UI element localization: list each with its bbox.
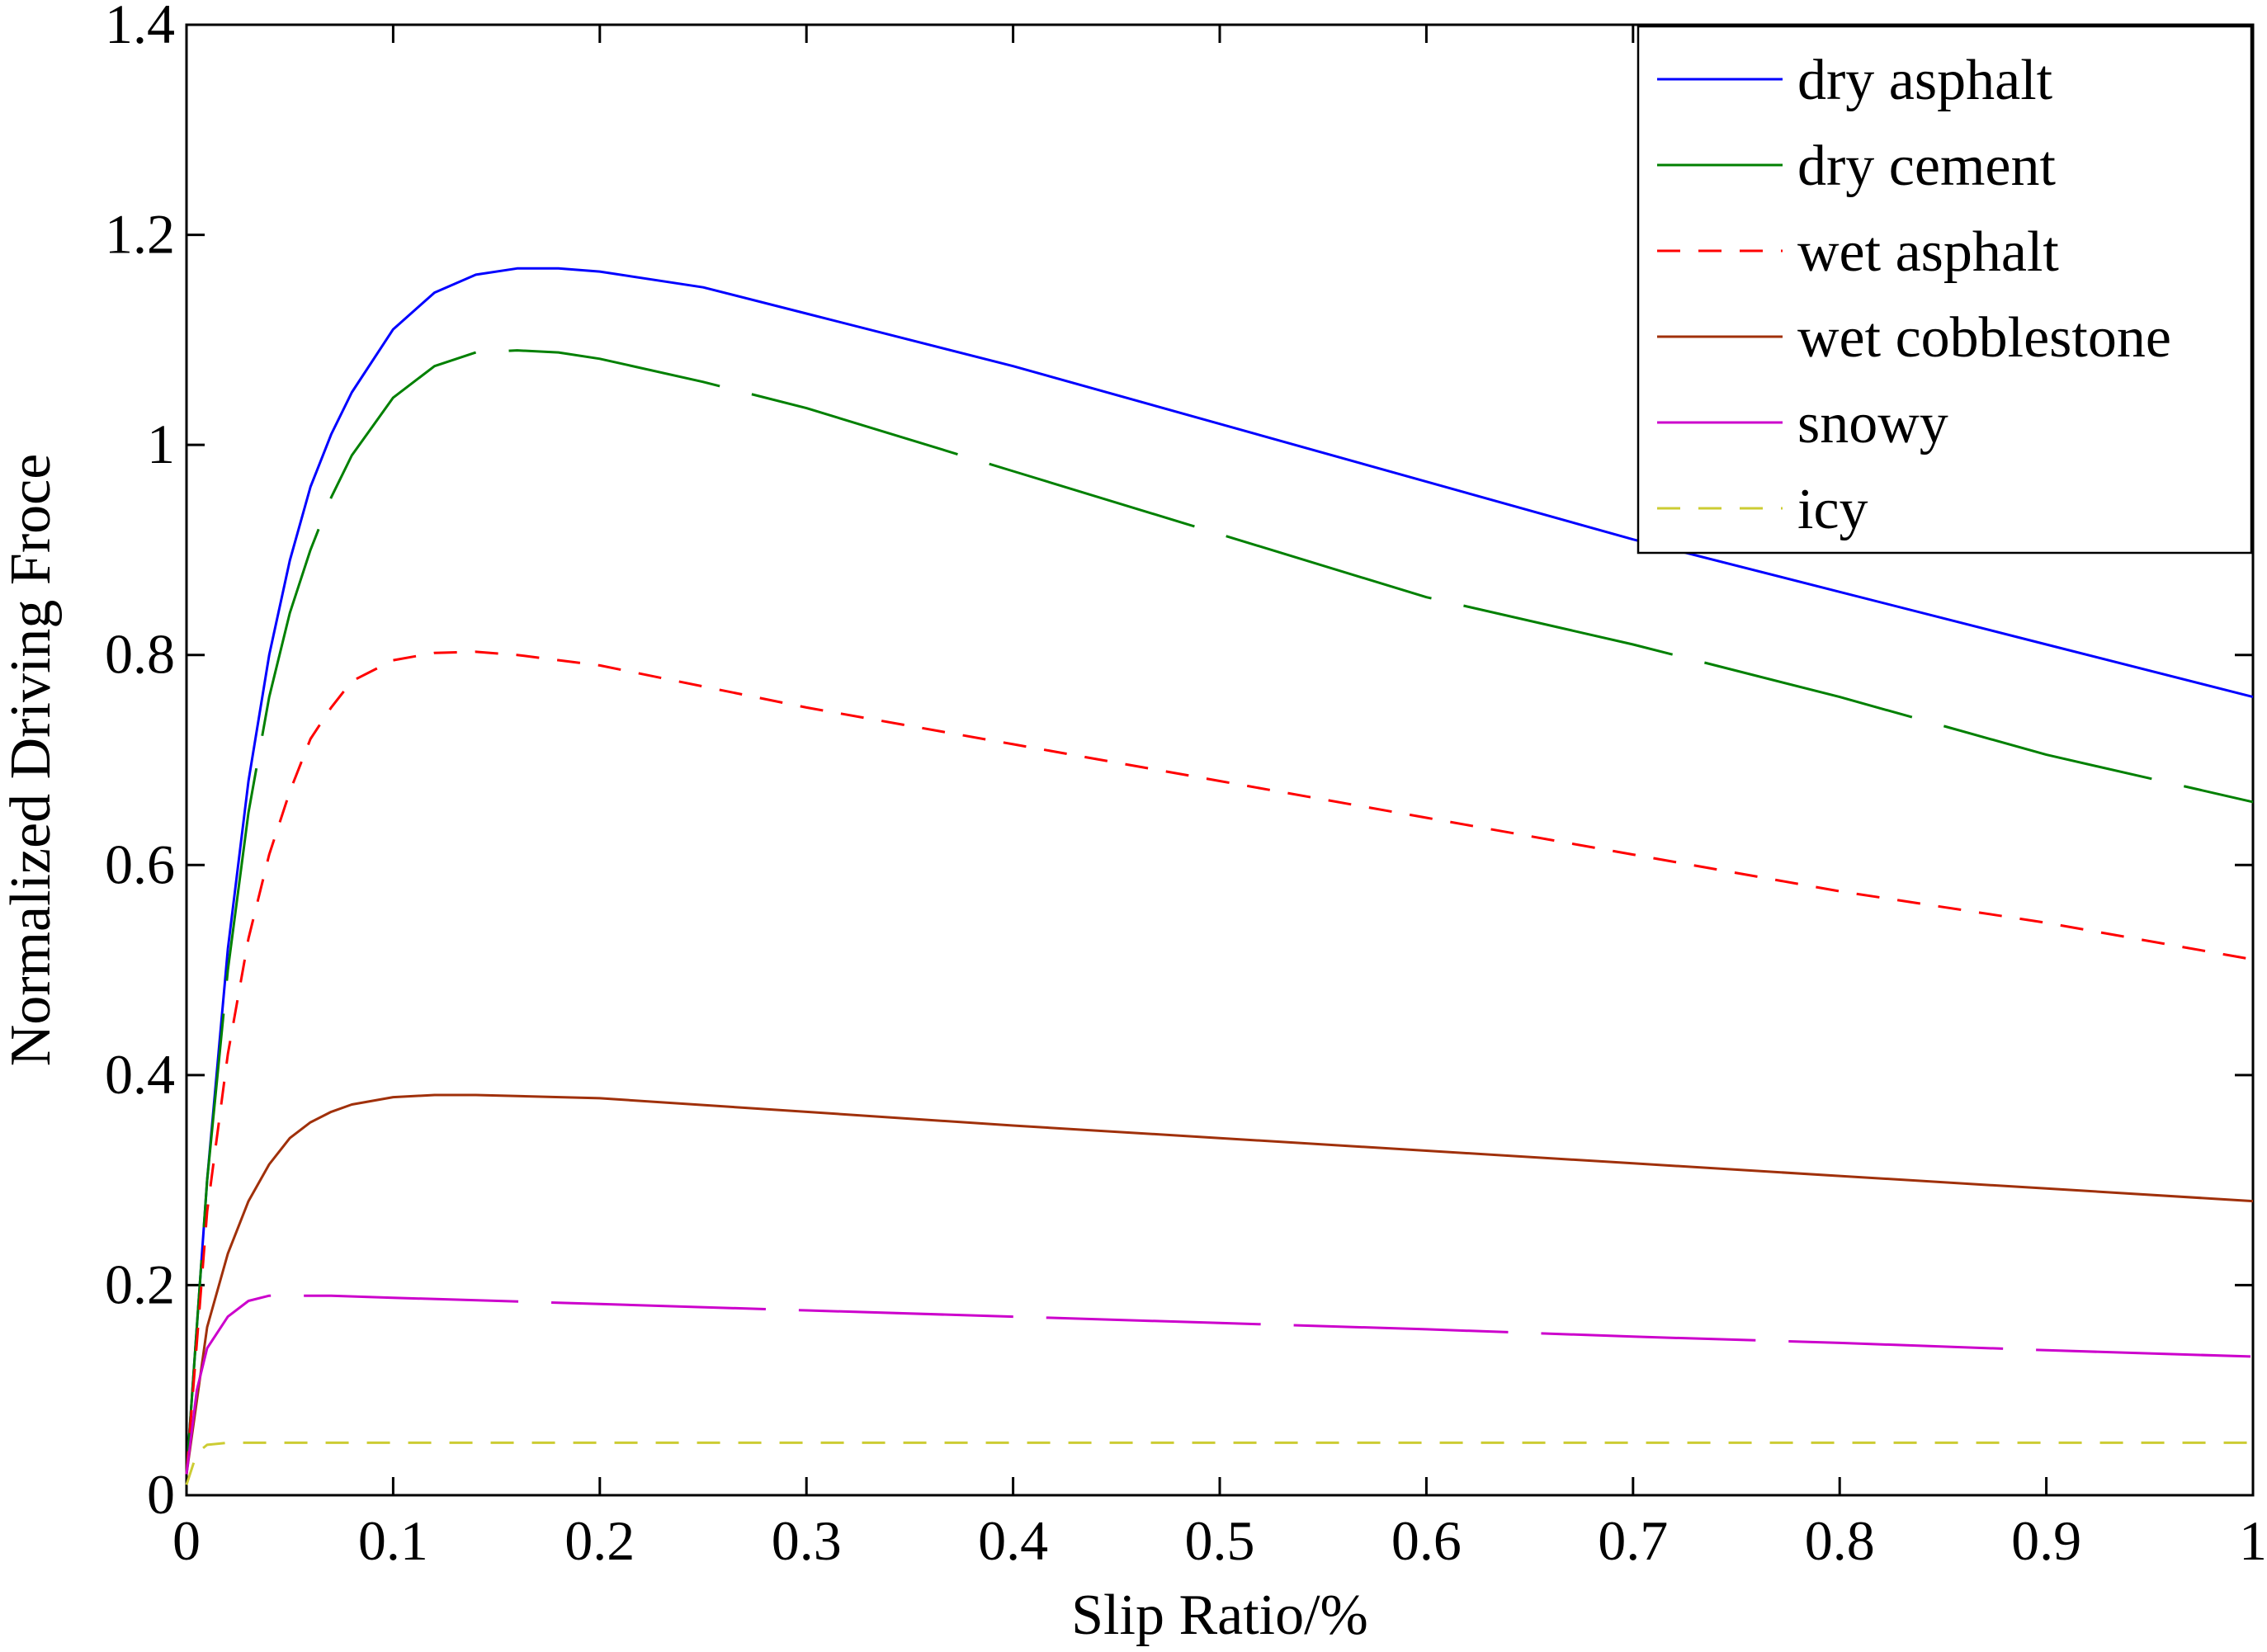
y-tick-label: 0.4 [105, 1043, 175, 1106]
series-line-dry-asphalt [185, 267, 2254, 1475]
y-axis: 0 0.2 0.4 0.6 0.8 1 1.2 1.4 [105, 0, 2253, 1526]
x-tick-label: 0.6 [1391, 1509, 1462, 1572]
x-tick-label: 0.8 [1805, 1509, 1875, 1572]
legend: dry asphalt dry cement wet asphalt wet cobb… [1636, 25, 2253, 555]
x-tick-label: 0.7 [1598, 1509, 1668, 1572]
y-tick-label: 0.2 [105, 1253, 175, 1315]
x-axis: 0 0.1 0.2 0.3 0.4 0.5 0.6 0.7 0.8 0.9 1 [172, 25, 2267, 1572]
x-tick-label: 0.2 [564, 1509, 635, 1572]
x-tick-label: 0 [172, 1509, 201, 1572]
x-tick-label: 0.4 [978, 1509, 1048, 1572]
legend-label: dry asphalt [1797, 49, 2053, 112]
legend-label: snowy [1797, 392, 1948, 455]
legend-label: wet cobblestone [1797, 306, 2171, 370]
x-tick-label: 0.5 [1185, 1509, 1255, 1572]
x-axis-label: Slip Ratio/% [1071, 1584, 1368, 1647]
x-tick-label: 0.1 [358, 1509, 428, 1572]
y-tick-label: 0.6 [105, 833, 175, 895]
series-line-wet-asphalt [185, 650, 2254, 1475]
legend-box [1636, 25, 2253, 555]
series-group [185, 267, 2254, 1485]
legend-label: wet asphalt [1797, 220, 2059, 284]
series-line-dry-cement [185, 349, 2254, 1475]
x-tick-label: 1 [2239, 1509, 2267, 1572]
legend-label: dry cement [1797, 135, 2056, 198]
series-line-wet-cobblestone [185, 1093, 2254, 1475]
y-tick-label: 0 [147, 1463, 175, 1526]
x-tick-label: 0.3 [772, 1509, 842, 1572]
series-line-snowy [185, 1294, 2254, 1475]
legend-label: icy [1797, 478, 1868, 541]
y-tick-label: 1.4 [105, 0, 175, 55]
y-tick-label: 1 [147, 413, 175, 475]
y-axis-label: Normalized Driving Froce [0, 454, 63, 1067]
x-tick-label: 0.9 [2011, 1509, 2081, 1572]
y-tick-label: 0.8 [105, 623, 175, 686]
y-tick-label: 1.2 [105, 203, 175, 266]
